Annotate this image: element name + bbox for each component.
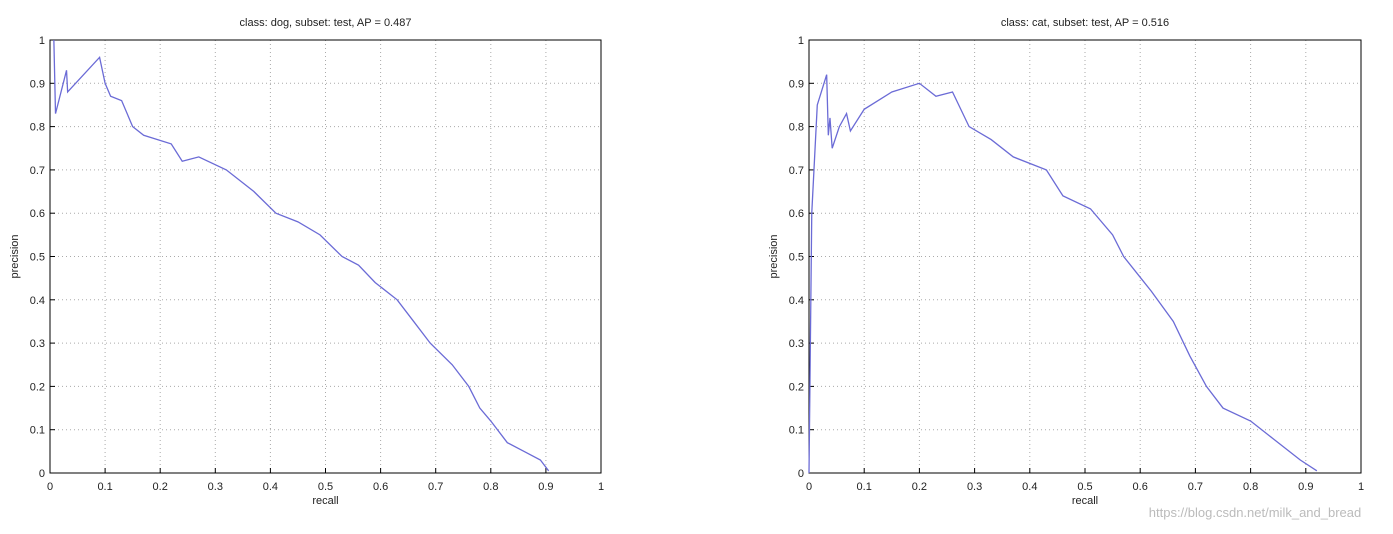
x-tick-label: 0.8 <box>483 481 498 493</box>
y-tick-label: 0.2 <box>30 381 45 393</box>
x-tick-label: 0.7 <box>428 481 443 493</box>
y-tick-label: 1 <box>39 35 45 47</box>
y-tick-label: 0.5 <box>30 252 45 264</box>
x-tick-label: 0.7 <box>1188 481 1203 493</box>
pr-curve <box>53 39 550 472</box>
y-tick-label: 0.4 <box>30 295 45 307</box>
x-tick-label: 0.2 <box>912 481 927 493</box>
y-tick-label: 0.8 <box>30 122 45 134</box>
y-tick-label: 0.3 <box>30 338 45 350</box>
y-tick-label: 0 <box>798 468 804 480</box>
x-tick-label: 0.3 <box>967 481 982 493</box>
y-tick-label: 0.9 <box>789 78 804 90</box>
y-tick-label: 0.8 <box>789 122 804 134</box>
x-tick-label: 1 <box>598 481 604 493</box>
plot-frame <box>49 39 602 474</box>
x-tick-label: 0.9 <box>1298 481 1313 493</box>
chart-title: class: dog, subset: test, AP = 0.487 <box>240 17 412 29</box>
y-tick-label: 0.6 <box>30 208 45 220</box>
y-tick-label: 0.4 <box>789 295 804 307</box>
y-tick-label: 0 <box>39 468 45 480</box>
y-axis-label: precision <box>768 234 780 278</box>
x-tick-label: 0.3 <box>208 481 223 493</box>
x-tick-label: 0.1 <box>857 481 872 493</box>
x-tick-label: 0.6 <box>1133 481 1148 493</box>
y-tick-label: 0.6 <box>789 208 804 220</box>
plot-frame <box>808 39 1362 474</box>
chart-title: class: cat, subset: test, AP = 0.516 <box>1001 17 1169 29</box>
pr-curve <box>808 74 1318 474</box>
watermark: https://blog.csdn.net/milk_and_bread <box>1149 505 1361 520</box>
x-tick-label: 0.2 <box>153 481 168 493</box>
x-tick-label: 0.8 <box>1243 481 1258 493</box>
y-tick-label: 0.2 <box>789 381 804 393</box>
y-tick-label: 0.1 <box>789 425 804 437</box>
x-tick-label: 0.9 <box>538 481 553 493</box>
x-tick-label: 0.5 <box>318 481 333 493</box>
y-axis-label: precision <box>9 234 21 278</box>
x-axis-label: recall <box>1072 495 1098 507</box>
x-tick-label: 0 <box>806 481 812 493</box>
x-tick-label: 0 <box>47 481 53 493</box>
y-tick-label: 1 <box>798 35 804 47</box>
x-tick-label: 1 <box>1358 481 1364 493</box>
x-tick-label: 0.4 <box>263 481 278 493</box>
x-tick-label: 0.1 <box>97 481 112 493</box>
x-tick-label: 0.6 <box>373 481 388 493</box>
y-tick-label: 0.1 <box>30 425 45 437</box>
y-tick-label: 0.3 <box>789 338 804 350</box>
y-tick-label: 0.7 <box>789 165 804 177</box>
y-tick-label: 0.5 <box>789 252 804 264</box>
x-tick-label: 0.5 <box>1077 481 1092 493</box>
x-tick-label: 0.4 <box>1022 481 1037 493</box>
y-tick-label: 0.7 <box>30 165 45 177</box>
y-tick-label: 0.9 <box>30 78 45 90</box>
x-axis-label: recall <box>312 495 338 507</box>
